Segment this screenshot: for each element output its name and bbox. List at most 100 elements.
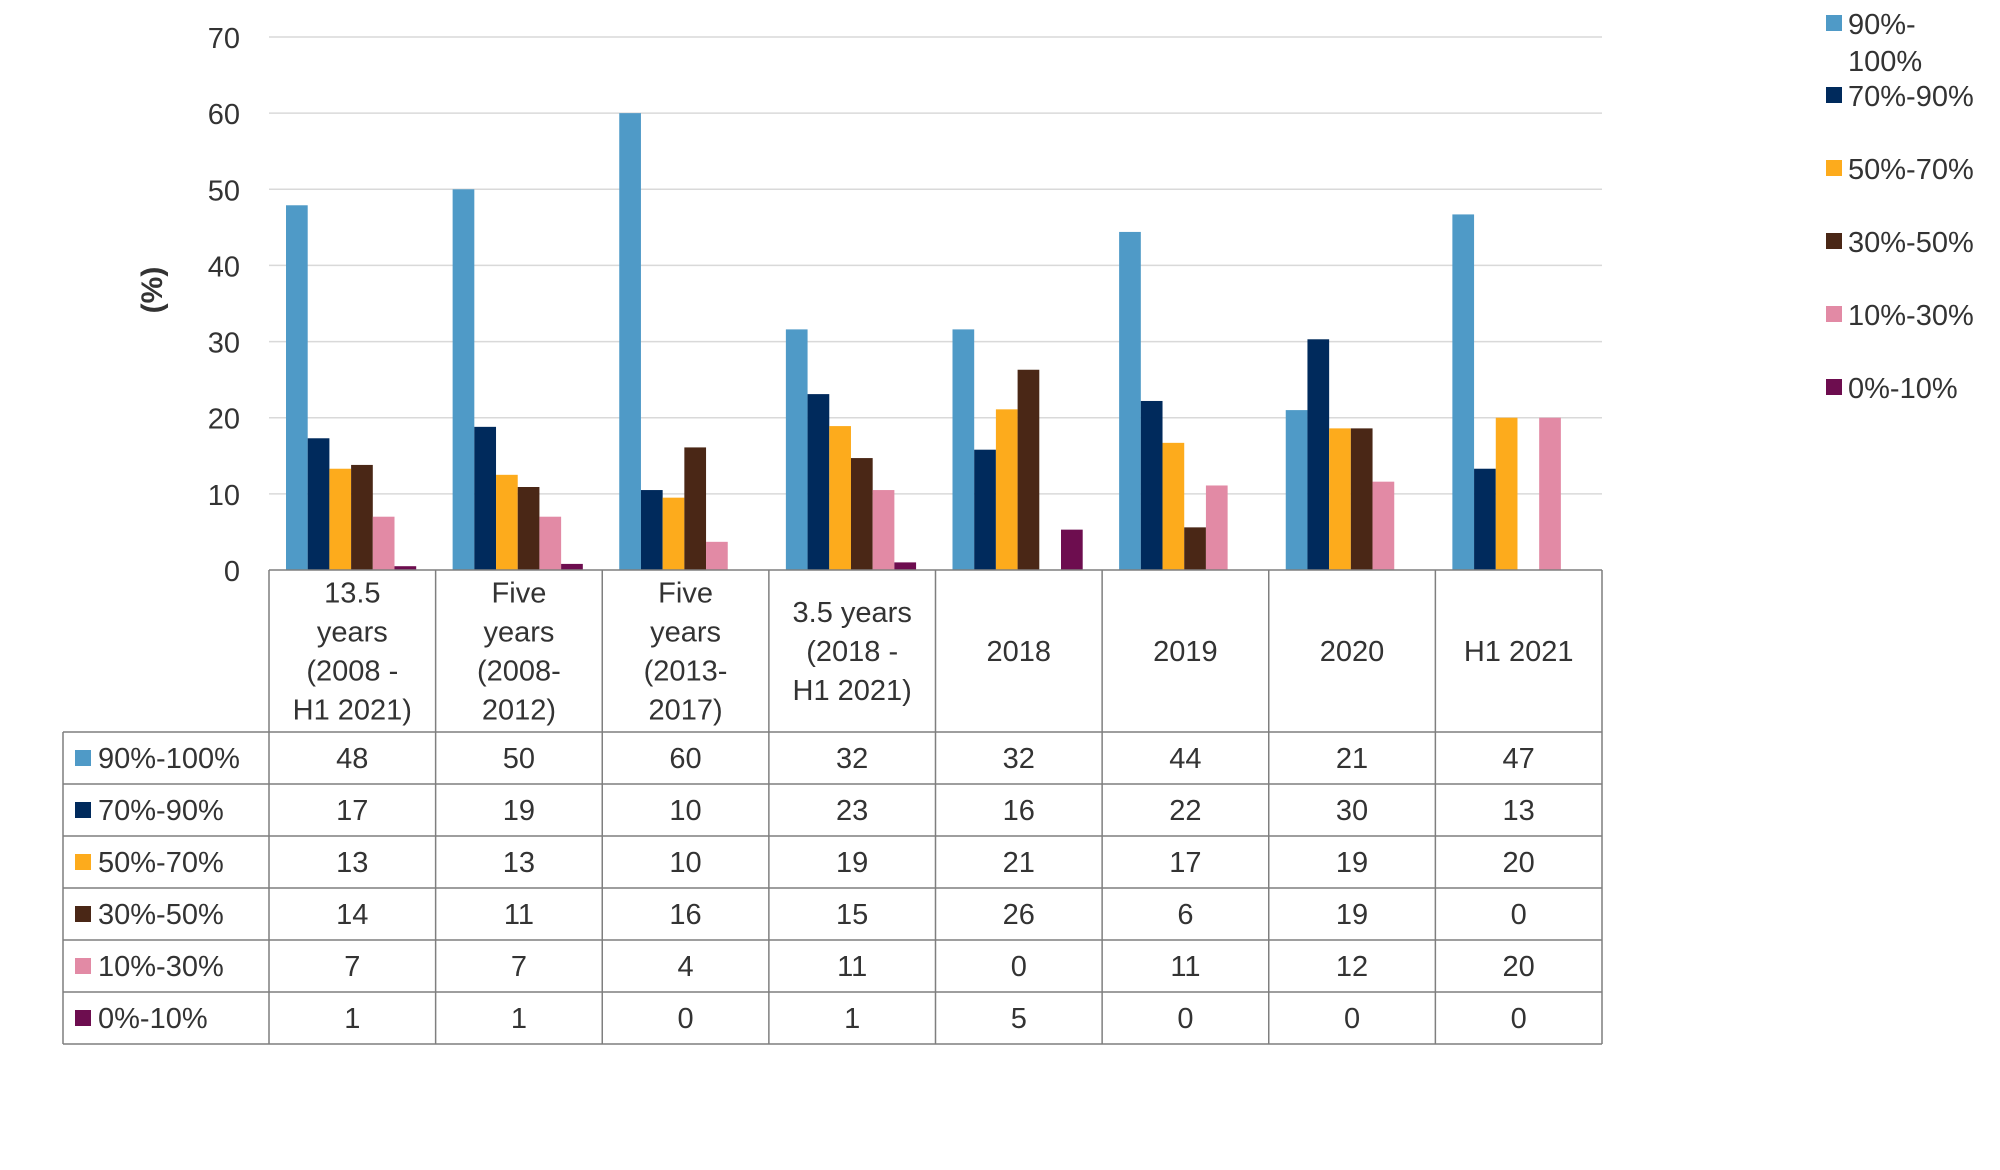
table-cell: 19 xyxy=(503,795,535,827)
table-cell: 32 xyxy=(1003,743,1035,775)
bar xyxy=(850,458,873,570)
table-cell: 13 xyxy=(503,847,535,879)
x-tick-label: years xyxy=(650,617,721,649)
y-axis-ticks: 0 10 20 30 40 50 60 70 xyxy=(208,23,240,588)
table-cell: 10 xyxy=(669,795,701,827)
legend-key xyxy=(1826,233,1842,249)
table-cell: 5 xyxy=(1011,1003,1027,1035)
table-cell: 21 xyxy=(1003,847,1035,879)
bar xyxy=(995,409,1018,570)
bar xyxy=(1285,410,1308,570)
table-cell: 48 xyxy=(336,743,368,775)
table-cell: 15 xyxy=(836,899,868,931)
table-cell: 0 xyxy=(677,1003,693,1035)
table-cell: 60 xyxy=(669,743,701,775)
bar xyxy=(619,113,641,571)
table-legend-key xyxy=(75,958,91,974)
bar xyxy=(974,449,996,570)
bar xyxy=(1307,339,1330,570)
x-tick-label: years xyxy=(483,617,554,649)
x-tick-label: years xyxy=(317,617,388,649)
bar xyxy=(1017,369,1040,570)
bar xyxy=(662,497,685,570)
table-series-label: 50%-70% xyxy=(98,847,224,879)
bars xyxy=(286,113,1561,571)
bar xyxy=(1119,231,1141,570)
x-tick-label: 2012) xyxy=(482,695,556,727)
bar xyxy=(517,487,540,570)
table-cell: 32 xyxy=(836,743,868,775)
x-tick-label: 2018 xyxy=(987,636,1052,668)
table-cell: 23 xyxy=(836,795,868,827)
x-tick-label: Five xyxy=(492,578,547,610)
table-cell: 16 xyxy=(669,899,701,931)
x-tick-label: (2018 - xyxy=(806,636,898,668)
table-cell: 17 xyxy=(336,795,368,827)
table-cell: 1 xyxy=(344,1003,360,1035)
legend-label: 100% xyxy=(1848,46,1922,78)
bar xyxy=(1061,529,1083,570)
x-tick-label: 2020 xyxy=(1320,636,1385,668)
bar xyxy=(539,516,562,570)
table-legend-key xyxy=(75,854,91,870)
table-cell: 11 xyxy=(837,951,867,983)
table-cell: 0 xyxy=(1011,951,1027,983)
bar xyxy=(785,329,808,570)
table-series-label: 90%-100% xyxy=(98,743,240,775)
bar xyxy=(286,205,308,571)
table-cell: 44 xyxy=(1169,743,1201,775)
bar xyxy=(1372,481,1395,570)
legend-key xyxy=(1826,379,1842,395)
table-cell: 4 xyxy=(677,951,693,983)
bar xyxy=(1329,428,1351,570)
bar xyxy=(1452,214,1475,571)
legend-key xyxy=(1826,306,1842,322)
table-cell: 19 xyxy=(836,847,868,879)
legend-key xyxy=(1826,160,1842,176)
bar xyxy=(706,541,728,570)
y-tick-label: 20 xyxy=(208,404,240,436)
bar xyxy=(496,474,518,570)
bar xyxy=(684,447,707,570)
bar xyxy=(394,566,417,570)
x-tick-label: 13.5 xyxy=(324,578,380,610)
table-series-label: 70%-90% xyxy=(98,795,224,827)
legend-label: 90%- xyxy=(1848,9,1916,41)
x-tick-label: H1 2021) xyxy=(793,675,912,707)
table-cell: 7 xyxy=(344,951,360,983)
y-axis-label: (%) xyxy=(136,267,169,314)
table-cell: 19 xyxy=(1336,847,1368,879)
bar xyxy=(474,426,497,570)
table-cell: 6 xyxy=(1177,899,1193,931)
table-cell: 0 xyxy=(1511,899,1527,931)
x-tick-label: (2008- xyxy=(477,656,561,688)
table-cell: 7 xyxy=(511,951,527,983)
bar xyxy=(1539,417,1561,570)
bar xyxy=(829,426,851,570)
bar xyxy=(1184,527,1206,570)
bar xyxy=(1350,428,1373,570)
gridlines xyxy=(269,36,1602,495)
table-series-label: 0%-10% xyxy=(98,1003,208,1035)
legend-label: 30%-50% xyxy=(1848,227,1974,259)
table-cell: 16 xyxy=(1003,795,1035,827)
data-table: 13.5 years (2008 - H1 2021) Five years (2008- 2… xyxy=(62,569,1603,1045)
y-tick-label: 10 xyxy=(208,480,240,512)
bar xyxy=(452,189,475,571)
x-tick-label: (2008 - xyxy=(306,656,398,688)
x-tick-label: 3.5 years xyxy=(793,597,912,629)
table-cell: 30 xyxy=(1336,795,1368,827)
y-tick-label: 30 xyxy=(208,328,240,360)
bar xyxy=(1140,400,1163,570)
legend-label: 70%-90% xyxy=(1848,81,1974,113)
bar xyxy=(1495,417,1518,570)
legend: 90%- 100%70%-90% 50%-70% 30%-50% 10%-30% 0%-1… xyxy=(1826,9,1974,405)
bar xyxy=(307,438,330,570)
table-cell: 20 xyxy=(1503,951,1535,983)
legend-label: 0%-10% xyxy=(1848,373,1958,405)
x-tick-label: Five xyxy=(658,578,713,610)
table-series-label: 30%-50% xyxy=(98,899,224,931)
table-cell: 10 xyxy=(669,847,701,879)
x-tick-label: 2017) xyxy=(648,695,722,727)
table-legend-key xyxy=(75,906,91,922)
